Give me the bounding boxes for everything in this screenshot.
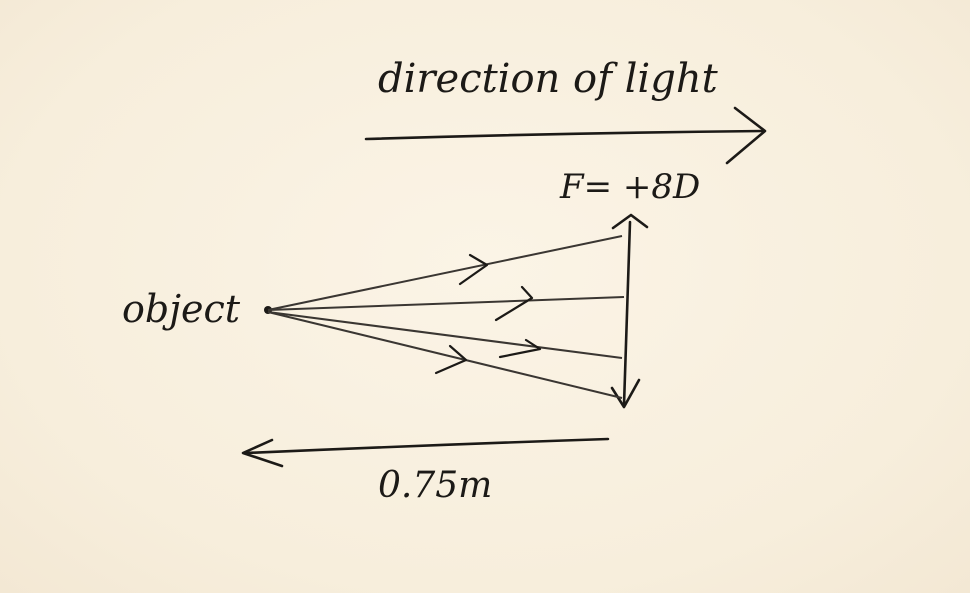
lens-bottom-arrowhead: [610, 378, 641, 409]
lens-power-label: F= +8D: [559, 167, 700, 207]
converging-lens: [610, 213, 649, 409]
object-label: object: [122, 287, 241, 331]
direction-arrow-head: [725, 106, 767, 165]
distance-label: 0.75m: [378, 465, 492, 506]
ray-2-arrowhead: [494, 285, 534, 322]
ray-3-arrowhead: [498, 338, 542, 359]
rays: [267, 235, 625, 399]
ray-4: [267, 311, 623, 399]
ray-4-arrowhead: [434, 344, 468, 375]
distance-arrow-shaft: [244, 437, 610, 455]
ray-1: [267, 235, 623, 311]
direction-arrow: [364, 106, 767, 165]
direction-arrow-shaft: [364, 129, 766, 141]
ray-2: [267, 296, 625, 311]
direction-of-light-label: direction of light: [378, 56, 719, 102]
lens-top-arrowhead: [611, 213, 649, 230]
ray-3: [267, 311, 623, 359]
distance-arrow: [241, 437, 610, 468]
ray-1-arrowhead: [458, 253, 489, 286]
ray-arrows: [434, 253, 542, 375]
lens-line: [622, 220, 632, 407]
distance-arrow-head: [241, 438, 284, 468]
